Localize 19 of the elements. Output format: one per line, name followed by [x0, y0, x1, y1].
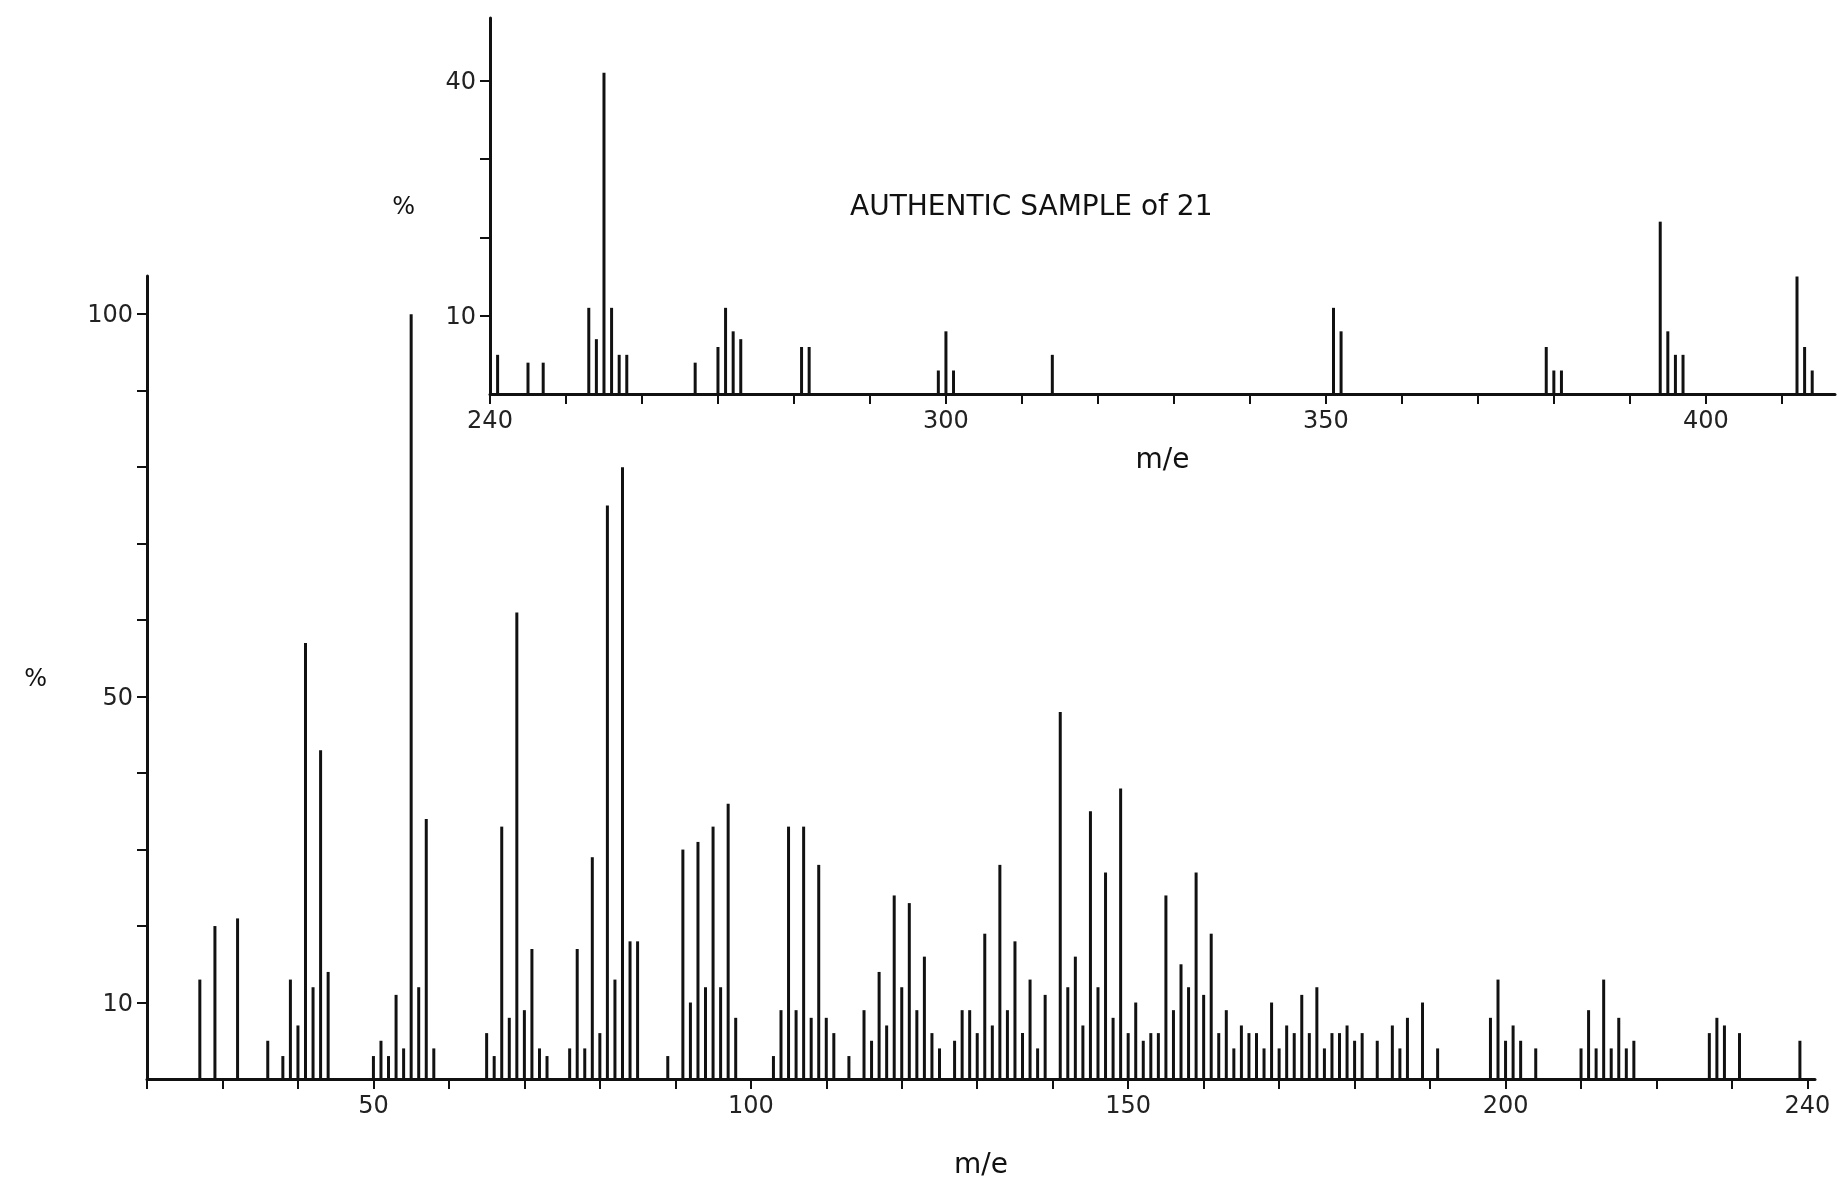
x-tick-label: 200 — [1482, 1091, 1529, 1119]
y-tick-label: 40 — [445, 66, 476, 95]
y-tick-label: 100 — [87, 300, 133, 329]
x-tick-label: 100 — [727, 1091, 774, 1119]
x-tick-label: 400 — [1682, 406, 1729, 434]
x-tick-label: 350 — [1302, 406, 1349, 434]
x-tick-label: 240 — [467, 406, 513, 434]
x-tick-label: 150 — [1105, 1091, 1152, 1119]
x-axis-title: m/e — [1135, 441, 1190, 475]
x-tick-label: 50 — [358, 1091, 389, 1119]
y-tick-label: 50 — [102, 682, 133, 711]
y-axis-title: % — [24, 663, 47, 692]
x-axis-title: m/e — [954, 1146, 1008, 1180]
y-tick-label: 10 — [445, 301, 476, 330]
y-axis-title: % — [392, 192, 415, 220]
x-tick-label: 240 — [1784, 1091, 1831, 1119]
x-tick-label: 300 — [923, 406, 969, 434]
y-tick-label: 10 — [102, 988, 133, 1017]
text: AUTHENTIC SAMPLE of 21 — [850, 188, 1213, 222]
